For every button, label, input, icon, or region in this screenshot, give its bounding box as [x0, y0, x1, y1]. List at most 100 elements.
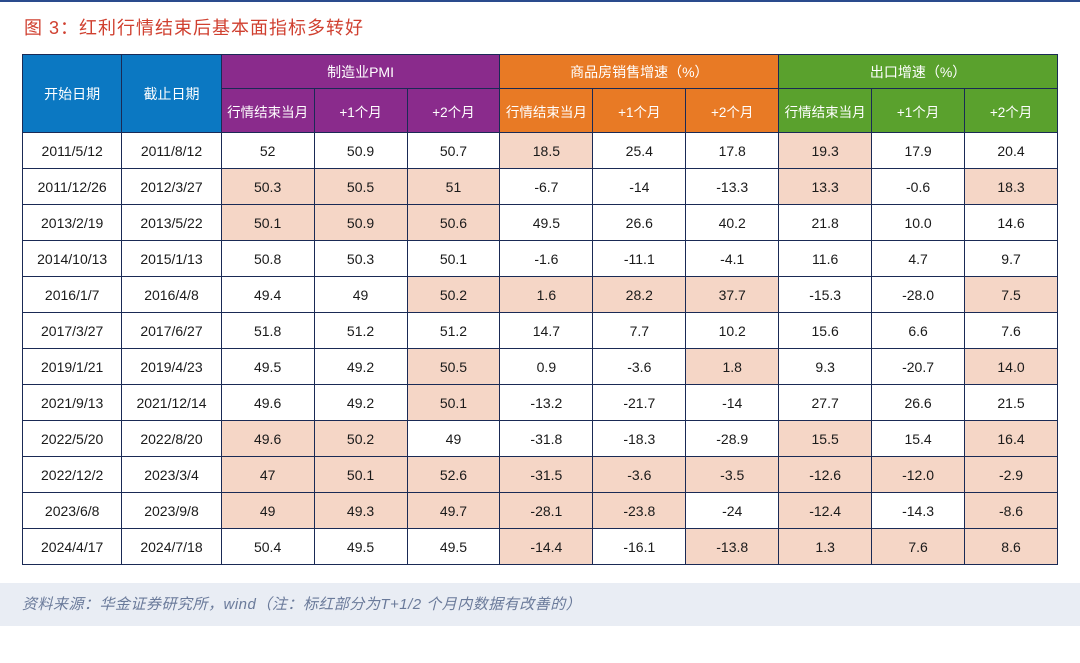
cell-value: -16.1	[593, 529, 686, 565]
cell-value: -2.9	[965, 457, 1058, 493]
cell-value: 0.9	[500, 349, 593, 385]
cell-value: -14	[593, 169, 686, 205]
cell-end-date: 2011/8/12	[122, 133, 221, 169]
cell-value: -20.7	[872, 349, 965, 385]
cell-value: 7.7	[593, 313, 686, 349]
data-table: 开始日期 截止日期 制造业PMI 商品房销售增速（%） 出口增速（%） 行情结束…	[22, 54, 1058, 565]
cell-value: -28.9	[686, 421, 779, 457]
col-group-export: 出口增速（%）	[779, 55, 1058, 89]
cell-value: 19.3	[779, 133, 872, 169]
sub-house-endmonth: 行情结束当月	[500, 89, 593, 133]
cell-value: 50.3	[314, 241, 407, 277]
cell-value: 21.5	[965, 385, 1058, 421]
cell-value: 49	[221, 493, 314, 529]
cell-value: 1.3	[779, 529, 872, 565]
cell-value: 26.6	[872, 385, 965, 421]
cell-start-date: 2011/12/26	[23, 169, 122, 205]
cell-end-date: 2013/5/22	[122, 205, 221, 241]
source-line: 资料来源：华金证券研究所，wind（注：标红部分为T+1/2 个月内数据有改善的…	[22, 593, 1058, 614]
cell-value: 52	[221, 133, 314, 169]
cell-value: -6.7	[500, 169, 593, 205]
cell-value: 51.2	[407, 313, 500, 349]
cell-value: -24	[686, 493, 779, 529]
cell-value: 50.9	[314, 133, 407, 169]
cell-value: 37.7	[686, 277, 779, 313]
cell-value: 50.1	[407, 385, 500, 421]
cell-value: 52.6	[407, 457, 500, 493]
cell-value: 9.7	[965, 241, 1058, 277]
figure-title: 图 3：红利行情结束后基本面指标多转好	[24, 14, 1058, 40]
cell-value: 20.4	[965, 133, 1058, 169]
cell-end-date: 2017/6/27	[122, 313, 221, 349]
cell-value: 28.2	[593, 277, 686, 313]
cell-value: 21.8	[779, 205, 872, 241]
cell-value: 4.7	[872, 241, 965, 277]
cell-end-date: 2023/9/8	[122, 493, 221, 529]
cell-end-date: 2022/8/20	[122, 421, 221, 457]
cell-value: 49.2	[314, 385, 407, 421]
table-row: 2016/1/72016/4/849.44950.21.628.237.7-15…	[23, 277, 1058, 313]
cell-value: -13.2	[500, 385, 593, 421]
source-prefix: 资料来源：华金证券研究所，wind（注：标红部分为	[22, 596, 380, 613]
table-row: 2013/2/192013/5/2250.150.950.649.526.640…	[23, 205, 1058, 241]
cell-value: -0.6	[872, 169, 965, 205]
cell-value: 14.0	[965, 349, 1058, 385]
cell-end-date: 2016/4/8	[122, 277, 221, 313]
cell-value: 14.7	[500, 313, 593, 349]
cell-value: -8.6	[965, 493, 1058, 529]
sub-house-plus1: +1个月	[593, 89, 686, 133]
cell-value: 1.6	[500, 277, 593, 313]
cell-value: 49	[407, 421, 500, 457]
cell-value: 49.6	[221, 385, 314, 421]
cell-value: 10.0	[872, 205, 965, 241]
cell-value: 10.2	[686, 313, 779, 349]
cell-value: 11.6	[779, 241, 872, 277]
footer-band: 资料来源：华金证券研究所，wind（注：标红部分为T+1/2 个月内数据有改善的…	[0, 583, 1080, 626]
cell-value: 50.5	[314, 169, 407, 205]
cell-end-date: 2021/12/14	[122, 385, 221, 421]
cell-value: -1.6	[500, 241, 593, 277]
cell-value: -3.5	[686, 457, 779, 493]
figure-title-text: 红利行情结束后基本面指标多转好	[79, 18, 364, 38]
cell-value: 13.3	[779, 169, 872, 205]
cell-value: -28.0	[872, 277, 965, 313]
cell-start-date: 2022/12/2	[23, 457, 122, 493]
header-row-1: 开始日期 截止日期 制造业PMI 商品房销售增速（%） 出口增速（%）	[23, 55, 1058, 89]
source-suffix: 个月内数据有改善的）	[422, 596, 582, 613]
cell-value: 50.5	[407, 349, 500, 385]
cell-value: 6.6	[872, 313, 965, 349]
cell-value: -18.3	[593, 421, 686, 457]
figure-container: 图 3：红利行情结束后基本面指标多转好 开始日期 截止日期 制造业PMI 商品房…	[0, 0, 1080, 583]
cell-start-date: 2022/5/20	[23, 421, 122, 457]
cell-value: 49.2	[314, 349, 407, 385]
cell-value: 50.3	[221, 169, 314, 205]
cell-value: 50.6	[407, 205, 500, 241]
cell-value: -12.6	[779, 457, 872, 493]
cell-value: -13.3	[686, 169, 779, 205]
cell-value: 50.1	[221, 205, 314, 241]
sub-pmi-endmonth: 行情结束当月	[221, 89, 314, 133]
cell-value: -28.1	[500, 493, 593, 529]
cell-value: 7.6	[872, 529, 965, 565]
cell-value: 27.7	[779, 385, 872, 421]
table-row: 2011/12/262012/3/2750.350.551-6.7-14-13.…	[23, 169, 1058, 205]
cell-end-date: 2015/1/13	[122, 241, 221, 277]
table-row: 2022/12/22023/3/44750.152.6-31.5-3.6-3.5…	[23, 457, 1058, 493]
cell-value: 50.2	[314, 421, 407, 457]
sub-pmi-plus2: +2个月	[407, 89, 500, 133]
table-row: 2019/1/212019/4/2349.549.250.50.9-3.61.8…	[23, 349, 1058, 385]
table-row: 2024/4/172024/7/1850.449.549.5-14.4-16.1…	[23, 529, 1058, 565]
col-group-pmi: 制造业PMI	[221, 55, 500, 89]
cell-end-date: 2024/7/18	[122, 529, 221, 565]
cell-value: 51.2	[314, 313, 407, 349]
cell-value: 47	[221, 457, 314, 493]
cell-value: 8.6	[965, 529, 1058, 565]
cell-value: 14.6	[965, 205, 1058, 241]
cell-value: 15.5	[779, 421, 872, 457]
cell-value: 50.8	[221, 241, 314, 277]
cell-value: -13.8	[686, 529, 779, 565]
cell-start-date: 2017/3/27	[23, 313, 122, 349]
cell-value: 40.2	[686, 205, 779, 241]
cell-value: 49.5	[314, 529, 407, 565]
cell-value: 50.9	[314, 205, 407, 241]
